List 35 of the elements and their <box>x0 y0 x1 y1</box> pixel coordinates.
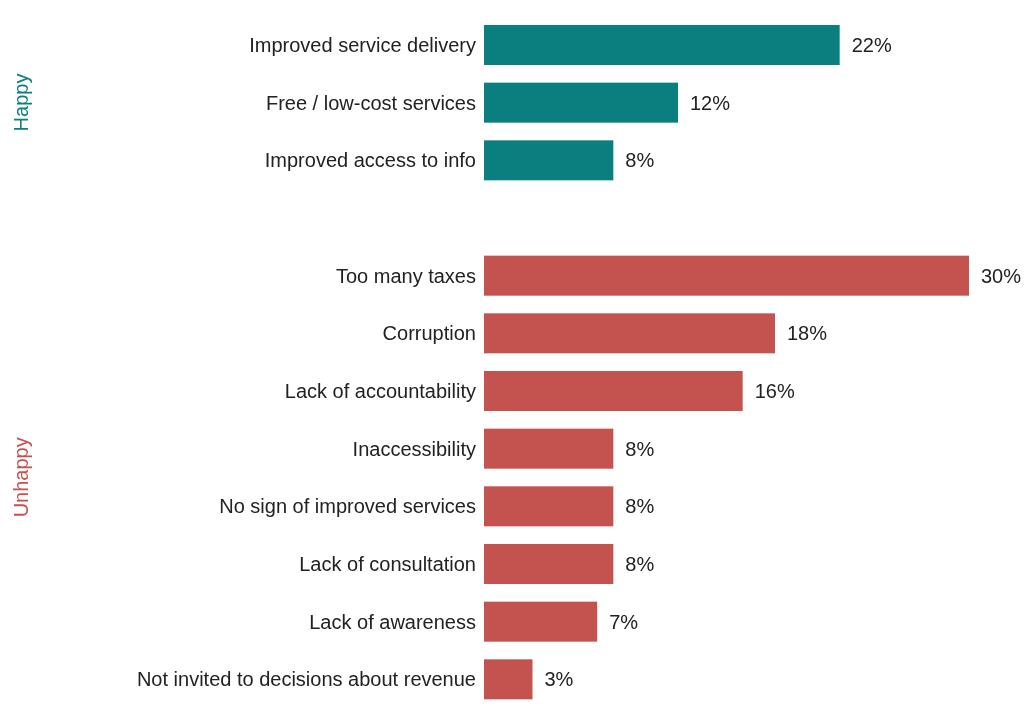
y-tick-label: Inaccessibility <box>352 437 476 460</box>
y-tick-label: Not invited to decisions about revenue <box>136 668 476 691</box>
data-label: 8% <box>625 437 655 460</box>
bar <box>484 82 678 123</box>
data-label: 18% <box>787 322 828 345</box>
bar <box>484 140 614 181</box>
data-label: 8% <box>625 149 655 172</box>
y-tick-label: Corruption <box>382 322 476 345</box>
bar <box>484 371 743 411</box>
bar <box>484 486 614 527</box>
bar <box>484 428 614 469</box>
data-label: 7% <box>609 610 639 633</box>
y-tick-label: Too many taxes <box>335 264 476 287</box>
bar <box>484 313 775 354</box>
data-label: 30% <box>981 264 1022 287</box>
data-label: 12% <box>690 91 731 114</box>
y-tick-label: Lack of awareness <box>309 610 476 633</box>
data-label: 8% <box>625 495 655 518</box>
data-label: 22% <box>851 34 892 56</box>
bar <box>484 255 969 296</box>
y-tick-label: Free / low-cost services <box>265 91 476 114</box>
y-tick-label: Lack of accountability <box>284 379 476 402</box>
y-tick-label: Improved access to info <box>264 149 476 172</box>
text: Happy <box>10 73 32 132</box>
y-tick-label: Lack of consultation <box>299 552 476 575</box>
data-label: 3% <box>544 668 574 691</box>
bar <box>484 601 598 642</box>
bar <box>484 659 533 700</box>
bar <box>484 544 614 584</box>
text: Unhappy <box>10 437 32 518</box>
y-tick-label: Improved service delivery <box>249 33 476 56</box>
bar <box>484 25 840 65</box>
data-label: 16% <box>754 380 795 402</box>
data-label: 8% <box>625 553 655 575</box>
y-tick-label: No sign of improved services <box>219 495 476 518</box>
